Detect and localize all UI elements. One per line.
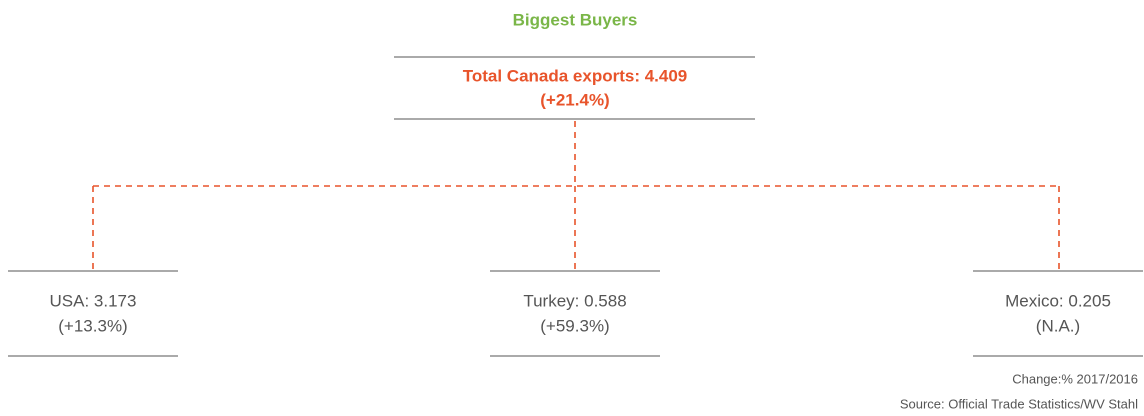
footnote: Source: Official Trade Statistics/WV Sta… [900,396,1138,411]
root-label: Total Canada exports: 4.409 [463,66,688,85]
node-change: (+59.3%) [540,316,609,335]
node-label: USA: 3.173 [50,291,137,310]
node-label: Mexico: 0.205 [1005,291,1111,310]
node-label: Turkey: 0.588 [523,291,626,310]
node-change: (+13.3%) [58,316,127,335]
connector [92,121,1060,270]
title: Biggest Buyers [513,10,638,29]
node-change: (N.A.) [1036,316,1080,335]
footnote: Change:% 2017/2016 [1012,371,1138,386]
root-label: (+21.4%) [540,90,609,109]
